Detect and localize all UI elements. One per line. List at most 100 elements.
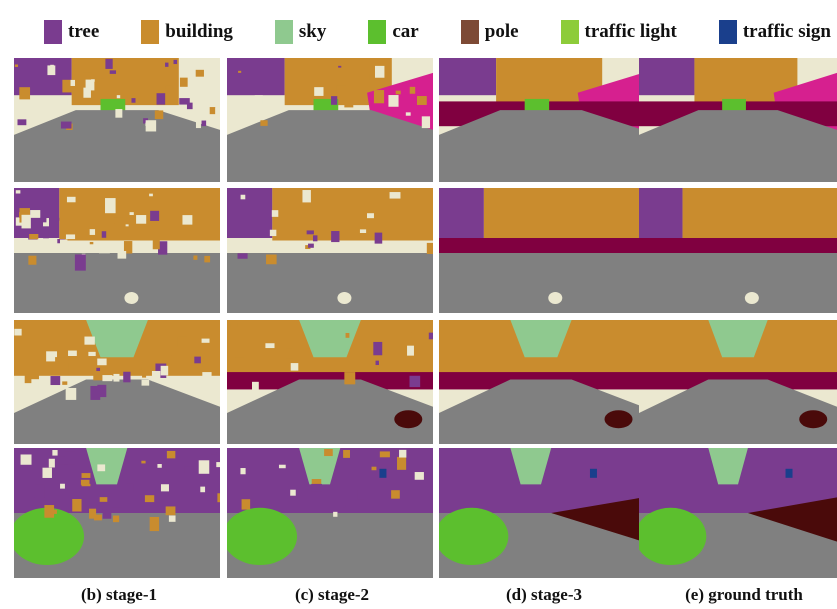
noise-speckle: [117, 250, 127, 259]
noise-speckle: [165, 85, 173, 90]
noise-speckle: [89, 229, 96, 235]
sky-region: [510, 448, 552, 485]
dark-region: [551, 497, 643, 542]
segmentation-map-street-1-col4: [639, 58, 837, 182]
building-region: [272, 188, 433, 241]
segmentation-map-street-1-col3: [439, 58, 643, 182]
sky-region: [86, 320, 148, 358]
noise-speckle: [171, 355, 181, 365]
noise-speckle: [203, 105, 208, 111]
noise-speckle: [204, 255, 211, 263]
noise-speckle: [62, 381, 68, 385]
noise-speckle: [55, 357, 65, 363]
segmentation-map-street-2-col1: [14, 188, 220, 313]
noise-speckle: [260, 350, 267, 357]
noise-speckle: [145, 120, 157, 132]
noise-speckle: [211, 452, 217, 455]
noise-speckle: [126, 483, 134, 493]
noise-speckle: [14, 328, 22, 336]
noise-speckle: [112, 515, 120, 523]
noise-speckle: [357, 489, 365, 500]
noise-speckle: [405, 112, 411, 116]
noise-speckle: [93, 514, 102, 521]
legend-item-building: building: [141, 20, 233, 44]
legend-label-tree: tree: [68, 21, 100, 42]
noise-speckle: [285, 348, 293, 359]
segmentation-map-street-2-col4: [639, 188, 837, 313]
noise-speckle: [165, 506, 176, 516]
noise-speckle: [206, 493, 215, 504]
noise-speckle: [136, 215, 147, 224]
noise-speckle: [150, 210, 160, 221]
noise-speckle: [302, 190, 311, 203]
noise-speckle: [165, 356, 175, 361]
noise-speckle: [113, 373, 120, 382]
tree-region: [227, 58, 285, 96]
noise-speckle: [34, 484, 45, 498]
noise-speckle: [30, 210, 41, 218]
noise-speckle: [97, 384, 107, 398]
sky-region: [510, 320, 572, 358]
noise-speckle: [91, 194, 100, 203]
segmentation-map-street-3-col2: [227, 320, 433, 444]
road-region: [227, 110, 433, 182]
noise-speckle: [98, 245, 110, 254]
car-region: [639, 507, 707, 565]
legend-label-car: car: [392, 21, 419, 42]
noise-speckle: [186, 102, 193, 110]
noise-speckle: [38, 382, 47, 390]
noise-speckle: [151, 370, 161, 382]
pole-base: [124, 292, 139, 304]
noise-speckle: [44, 505, 55, 518]
caption-stage-1: (b) stage-1: [80, 585, 157, 604]
noise-speckle: [53, 217, 60, 221]
legend-swatch-tree: [44, 20, 62, 44]
noise-speckle: [70, 79, 76, 86]
noise-speckle: [168, 515, 176, 522]
car-region: [227, 507, 298, 565]
sky-region: [708, 320, 768, 358]
tree-region: [639, 58, 695, 96]
noise-speckle: [102, 375, 113, 382]
noise-speckle: [80, 479, 90, 485]
noise-speckle: [409, 86, 416, 94]
noise-speckle: [375, 360, 379, 366]
noise-speckle: [177, 336, 188, 347]
noise-speckle: [90, 385, 101, 400]
noise-speckle: [40, 217, 47, 223]
building-region: [59, 188, 220, 241]
noise-speckle: [306, 230, 314, 235]
noise-speckle: [17, 119, 27, 126]
noise-speckle: [314, 87, 324, 96]
legend-swatch-building: [141, 20, 160, 44]
noise-speckle: [333, 511, 338, 517]
noise-speckle: [312, 235, 318, 242]
noise-speckle: [100, 76, 105, 79]
road-region: [439, 110, 643, 182]
noise-speckle: [399, 449, 407, 458]
traffic-sign-region: [589, 468, 597, 478]
road-region: [639, 110, 837, 182]
legend-label-pole: pole: [484, 21, 519, 42]
noise-speckle: [202, 372, 212, 383]
road-region: [227, 253, 433, 313]
noise-speckle: [109, 70, 117, 74]
noise-speckle: [179, 98, 190, 105]
noise-speckle: [116, 95, 121, 99]
noise-speckle: [345, 332, 350, 338]
noise-speckle: [193, 255, 198, 260]
road-region: [227, 379, 433, 444]
dark-region: [747, 497, 837, 542]
segmentation-map-street-4-col2: [227, 448, 433, 578]
noise-speckle: [129, 212, 134, 216]
noise-speckle: [19, 87, 31, 100]
noise-speckle: [388, 95, 399, 107]
noise-speckle: [91, 79, 95, 82]
caption-stage-3: (d) stage-3: [505, 585, 582, 604]
legend-item-car: car: [368, 20, 419, 44]
noise-speckle: [104, 369, 110, 375]
dark-region: [799, 410, 828, 429]
noise-speckle: [74, 254, 86, 271]
pole-base: [744, 292, 759, 304]
